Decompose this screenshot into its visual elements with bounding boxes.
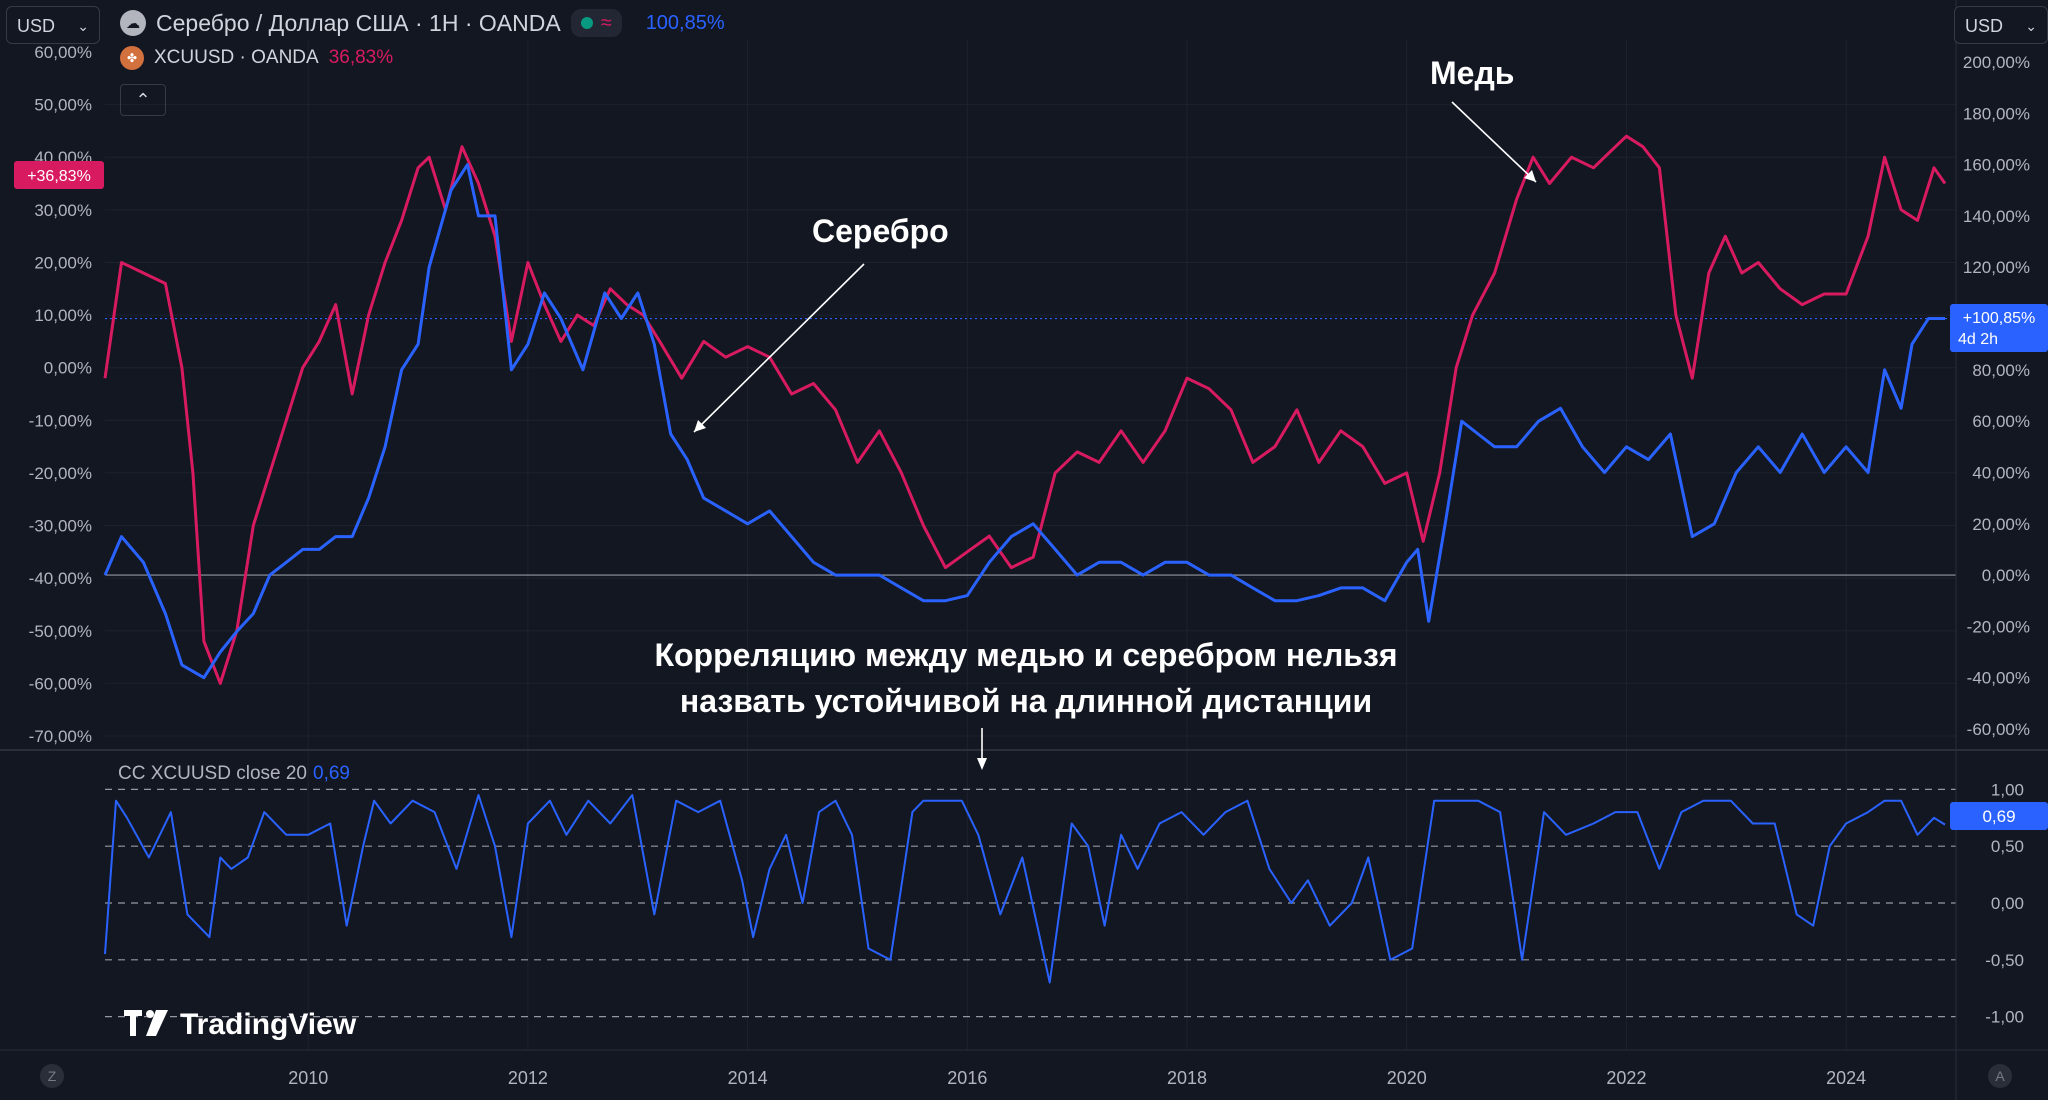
cc-tick-label: 1,00 <box>1991 780 2024 799</box>
right-tick-label: 180,00% <box>1963 104 2030 123</box>
copper-arrow <box>1451 101 1537 183</box>
auto-scale-left-button[interactable]: Z <box>40 1064 64 1088</box>
right-tick-label: 60,00% <box>1972 412 2030 431</box>
x-tick-label: 2020 <box>1387 1068 1427 1088</box>
x-tick-label: 2018 <box>1167 1068 1207 1088</box>
silver-symbol-icon: ☁ <box>120 10 146 36</box>
time-axis[interactable]: 2010 2012 2014 2016 2018 2020 2022 2024 <box>288 1068 1866 1088</box>
market-status-pill[interactable]: ≈ <box>570 9 622 37</box>
compare-icon: ≈ <box>600 11 612 34</box>
right-tick-label: -20,00% <box>1967 617 2030 636</box>
right-tick-label: 20,00% <box>1972 515 2030 534</box>
left-price-axis: 60,00%50,00%40,00%30,00%20,00%10,00%0,00… <box>29 43 92 746</box>
x-tick-label: 2012 <box>508 1068 548 1088</box>
main-symbol-change: 100,85% <box>645 11 725 34</box>
cc-tick-label: 0,00 <box>1991 894 2024 913</box>
x-tick-label: 2016 <box>947 1068 987 1088</box>
chevron-down-icon: ⌄ <box>77 18 89 34</box>
series-layer <box>103 134 1947 984</box>
left-tick-label: -60,00% <box>29 674 92 693</box>
second-symbol-title: XCUUSD · OANDA <box>154 47 319 68</box>
indicator-label[interactable]: CC XCUUSD close 20 <box>118 763 307 784</box>
svg-text:+36,83%: +36,83% <box>27 168 91 185</box>
left-tick-label: 60,00% <box>34 43 92 62</box>
copper-annotation: Медь <box>1430 55 1514 91</box>
right-tick-label: 140,00% <box>1963 207 2030 226</box>
chevron-up-icon: ⌃ <box>135 89 151 110</box>
cc-tick-label: -1,00 <box>1985 1008 2024 1027</box>
x-tick-label: 2014 <box>728 1068 768 1088</box>
x-tick-label: 2024 <box>1826 1068 1866 1088</box>
silver-series-line <box>103 163 1945 680</box>
market-open-dot-icon <box>580 17 593 29</box>
right-price-axis[interactable]: 200,00%180,00%160,00%140,00%120,00%100,0… <box>1963 53 2030 739</box>
x-tick-label: 2022 <box>1606 1068 1646 1088</box>
silver-arrow-head <box>694 420 706 432</box>
z-label: Z <box>47 1068 57 1084</box>
left-tick-label: 50,00% <box>34 96 92 115</box>
left-tick-label: 20,00% <box>34 253 92 272</box>
right-tick-label: 120,00% <box>1963 258 2030 277</box>
copper-symbol-icon: ✤ <box>120 46 144 70</box>
main-symbol-legend[interactable]: ☁ Серебро / Доллар США · 1H · OANDA ≈ 10… <box>120 9 725 37</box>
left-tick-label: 30,00% <box>34 201 92 220</box>
grid <box>105 40 1956 1050</box>
indicator-axis: 1,00 0,50 0,00 -0,50 -1,00 <box>1985 780 2024 1026</box>
copper-arrow-head <box>1524 170 1536 182</box>
copper-left-badge: +36,83% <box>14 161 104 189</box>
cc-series-line <box>104 794 1946 984</box>
svg-text:+100,85%: +100,85% <box>1963 310 2036 327</box>
silver-annotation: Серебро <box>812 213 949 249</box>
left-tick-label: -10,00% <box>29 411 92 430</box>
left-tick-label: -20,00% <box>29 464 92 483</box>
correlation-arrow-head <box>977 758 987 770</box>
right-tick-label: 80,00% <box>1972 361 2030 380</box>
a-label: A <box>1995 1068 2005 1084</box>
right-tick-label: 40,00% <box>1972 463 2030 482</box>
svg-text:4d 2h: 4d 2h <box>1958 331 1998 348</box>
cc-tick-label: -0,50 <box>1985 951 2024 970</box>
chevron-down-icon: ⌄ <box>2025 18 2037 34</box>
cc-tick-label: 0,50 <box>1991 837 2024 856</box>
left-tick-label: 10,00% <box>34 306 92 325</box>
silver-arrow <box>693 263 865 433</box>
correlation-annotation-line1: Корреляцию между медью и серебром нельзя <box>654 637 1397 673</box>
left-tick-label: -70,00% <box>29 727 92 746</box>
currency-select-right[interactable]: USD ⌄ <box>1954 6 2048 44</box>
indicator-value: 0,69 <box>313 763 350 784</box>
left-tick-label: 0,00% <box>44 359 92 378</box>
second-symbol-legend[interactable]: ✤ XCUUSD · OANDA 36,83% <box>120 46 393 70</box>
copper-series-line <box>103 134 1947 685</box>
currency-select-left[interactable]: USD ⌄ <box>6 6 100 44</box>
cc-right-badge: 0,69 <box>1950 802 2048 830</box>
svg-text:0,69: 0,69 <box>1982 807 2015 826</box>
collapse-legend-button[interactable]: ⌃ <box>120 84 166 116</box>
auto-scale-right-button[interactable]: A <box>1988 1064 2012 1088</box>
currency-right-label: USD <box>1965 16 2004 36</box>
x-tick-label: 2010 <box>288 1068 328 1088</box>
right-tick-label: -40,00% <box>1967 669 2030 688</box>
main-symbol-title: Серебро / Доллар США · 1H · OANDA <box>156 9 561 36</box>
left-tick-label: -30,00% <box>29 517 92 536</box>
second-symbol-change: 36,83% <box>328 47 394 68</box>
watermark-text: TradingView <box>180 1008 357 1041</box>
right-tick-label: 200,00% <box>1963 53 2030 72</box>
silver-right-badge: +100,85% 4d 2h <box>1950 304 2048 352</box>
correlation-annotation-line2: назвать устойчивой на длинной дистанции <box>680 683 1372 719</box>
right-tick-label: 0,00% <box>1982 566 2030 585</box>
currency-left-label: USD <box>17 16 56 36</box>
right-tick-label: -60,00% <box>1967 720 2030 739</box>
right-tick-label: 160,00% <box>1963 156 2030 175</box>
left-tick-label: -50,00% <box>29 622 92 641</box>
left-tick-label: -40,00% <box>29 569 92 588</box>
tradingview-logo: TradingView <box>124 1008 357 1041</box>
